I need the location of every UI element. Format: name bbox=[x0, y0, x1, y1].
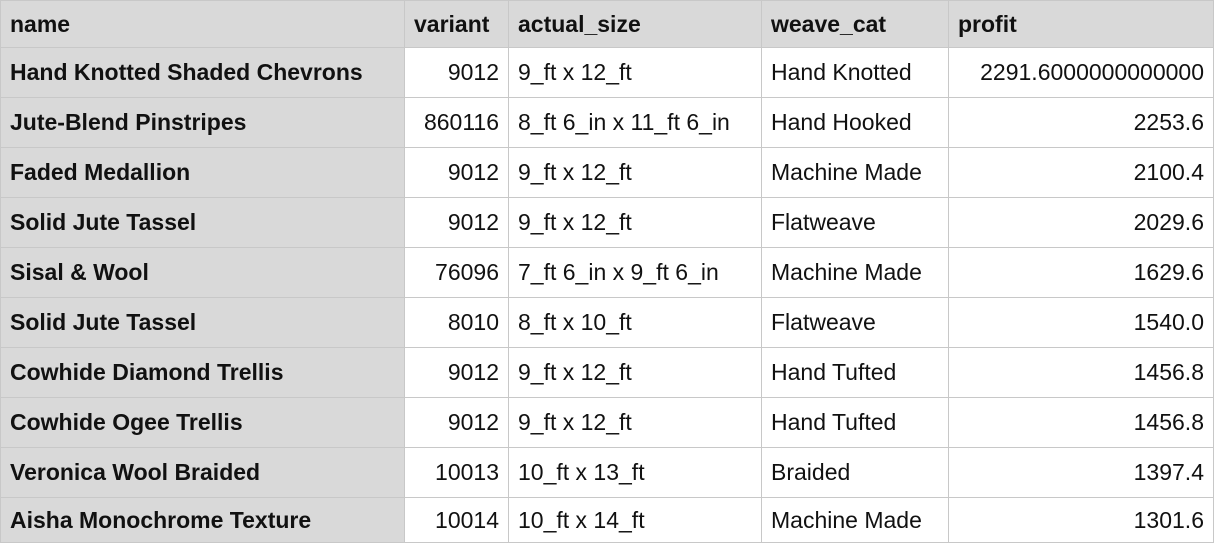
table-row[interactable]: Cowhide Diamond Trellis 9012 9_ft x 12_f… bbox=[0, 347, 1214, 398]
cell-weave-cat[interactable]: Machine Made bbox=[761, 147, 949, 198]
cell-actual-size[interactable]: 9_ft x 12_ft bbox=[508, 397, 762, 448]
cell-weave-cat[interactable]: Braided bbox=[761, 447, 949, 498]
cell-actual-size[interactable]: 9_ft x 12_ft bbox=[508, 347, 762, 398]
table-row[interactable]: Veronica Wool Braided 10013 10_ft x 13_f… bbox=[0, 447, 1214, 498]
cell-actual-size[interactable]: 8_ft 6_in x 11_ft 6_in bbox=[508, 97, 762, 148]
cell-actual-size[interactable]: 9_ft x 12_ft bbox=[508, 47, 762, 98]
table-row[interactable]: Sisal & Wool 76096 7_ft 6_in x 9_ft 6_in… bbox=[0, 247, 1214, 298]
cell-variant[interactable]: 10013 bbox=[404, 447, 509, 498]
cell-weave-cat[interactable]: Hand Knotted bbox=[761, 47, 949, 98]
table-row[interactable]: Hand Knotted Shaded Chevrons 9012 9_ft x… bbox=[0, 47, 1214, 98]
cell-name[interactable]: Hand Knotted Shaded Chevrons bbox=[0, 47, 405, 98]
cell-actual-size[interactable]: 7_ft 6_in x 9_ft 6_in bbox=[508, 247, 762, 298]
cell-weave-cat[interactable]: Machine Made bbox=[761, 247, 949, 298]
column-header-weave-cat[interactable]: weave_cat bbox=[761, 0, 949, 48]
cell-actual-size[interactable]: 8_ft x 10_ft bbox=[508, 297, 762, 348]
cell-name[interactable]: Veronica Wool Braided bbox=[0, 447, 405, 498]
cell-weave-cat[interactable]: Hand Tufted bbox=[761, 397, 949, 448]
cell-name[interactable]: Faded Medallion bbox=[0, 147, 405, 198]
table-row[interactable]: Cowhide Ogee Trellis 9012 9_ft x 12_ft H… bbox=[0, 397, 1214, 448]
table-row[interactable]: Solid Jute Tassel 9012 9_ft x 12_ft Flat… bbox=[0, 197, 1214, 248]
column-header-name[interactable]: name bbox=[0, 0, 405, 48]
cell-weave-cat[interactable]: Machine Made bbox=[761, 497, 949, 543]
cell-name[interactable]: Cowhide Ogee Trellis bbox=[0, 397, 405, 448]
cell-profit[interactable]: 2029.6 bbox=[948, 197, 1214, 248]
cell-actual-size[interactable]: 10_ft x 14_ft bbox=[508, 497, 762, 543]
cell-name[interactable]: Aisha Monochrome Texture bbox=[0, 497, 405, 543]
cell-profit[interactable]: 2100.4 bbox=[948, 147, 1214, 198]
cell-profit[interactable]: 2291.6000000000000 bbox=[948, 47, 1214, 98]
header-row: name variant actual_size weave_cat profi… bbox=[0, 0, 1214, 48]
cell-profit[interactable]: 2253.6 bbox=[948, 97, 1214, 148]
cell-name[interactable]: Jute-Blend Pinstripes bbox=[0, 97, 405, 148]
table-row[interactable]: Faded Medallion 9012 9_ft x 12_ft Machin… bbox=[0, 147, 1214, 198]
cell-profit[interactable]: 1629.6 bbox=[948, 247, 1214, 298]
table-row[interactable]: Jute-Blend Pinstripes 860116 8_ft 6_in x… bbox=[0, 97, 1214, 148]
cell-weave-cat[interactable]: Hand Tufted bbox=[761, 347, 949, 398]
cell-variant[interactable]: 10014 bbox=[404, 497, 509, 543]
cell-profit[interactable]: 1456.8 bbox=[948, 347, 1214, 398]
cell-name[interactable]: Cowhide Diamond Trellis bbox=[0, 347, 405, 398]
cell-profit[interactable]: 1301.6 bbox=[948, 497, 1214, 543]
cell-variant[interactable]: 9012 bbox=[404, 197, 509, 248]
column-header-variant[interactable]: variant bbox=[404, 0, 509, 48]
column-header-profit[interactable]: profit bbox=[948, 0, 1214, 48]
table-row[interactable]: Solid Jute Tassel 8010 8_ft x 10_ft Flat… bbox=[0, 297, 1214, 348]
cell-variant[interactable]: 860116 bbox=[404, 97, 509, 148]
cell-weave-cat[interactable]: Flatweave bbox=[761, 297, 949, 348]
cell-variant[interactable]: 9012 bbox=[404, 147, 509, 198]
cell-variant[interactable]: 76096 bbox=[404, 247, 509, 298]
cell-actual-size[interactable]: 10_ft x 13_ft bbox=[508, 447, 762, 498]
cell-weave-cat[interactable]: Flatweave bbox=[761, 197, 949, 248]
cell-variant[interactable]: 9012 bbox=[404, 47, 509, 98]
cell-variant[interactable]: 9012 bbox=[404, 397, 509, 448]
table-row[interactable]: Aisha Monochrome Texture 10014 10_ft x 1… bbox=[0, 497, 1214, 543]
cell-actual-size[interactable]: 9_ft x 12_ft bbox=[508, 147, 762, 198]
cell-weave-cat[interactable]: Hand Hooked bbox=[761, 97, 949, 148]
cell-profit[interactable]: 1397.4 bbox=[948, 447, 1214, 498]
cell-name[interactable]: Solid Jute Tassel bbox=[0, 197, 405, 248]
cell-variant[interactable]: 9012 bbox=[404, 347, 509, 398]
cell-actual-size[interactable]: 9_ft x 12_ft bbox=[508, 197, 762, 248]
cell-profit[interactable]: 1540.0 bbox=[948, 297, 1214, 348]
cell-profit[interactable]: 1456.8 bbox=[948, 397, 1214, 448]
cell-variant[interactable]: 8010 bbox=[404, 297, 509, 348]
cell-name[interactable]: Solid Jute Tassel bbox=[0, 297, 405, 348]
cell-name[interactable]: Sisal & Wool bbox=[0, 247, 405, 298]
column-header-actual-size[interactable]: actual_size bbox=[508, 0, 762, 48]
